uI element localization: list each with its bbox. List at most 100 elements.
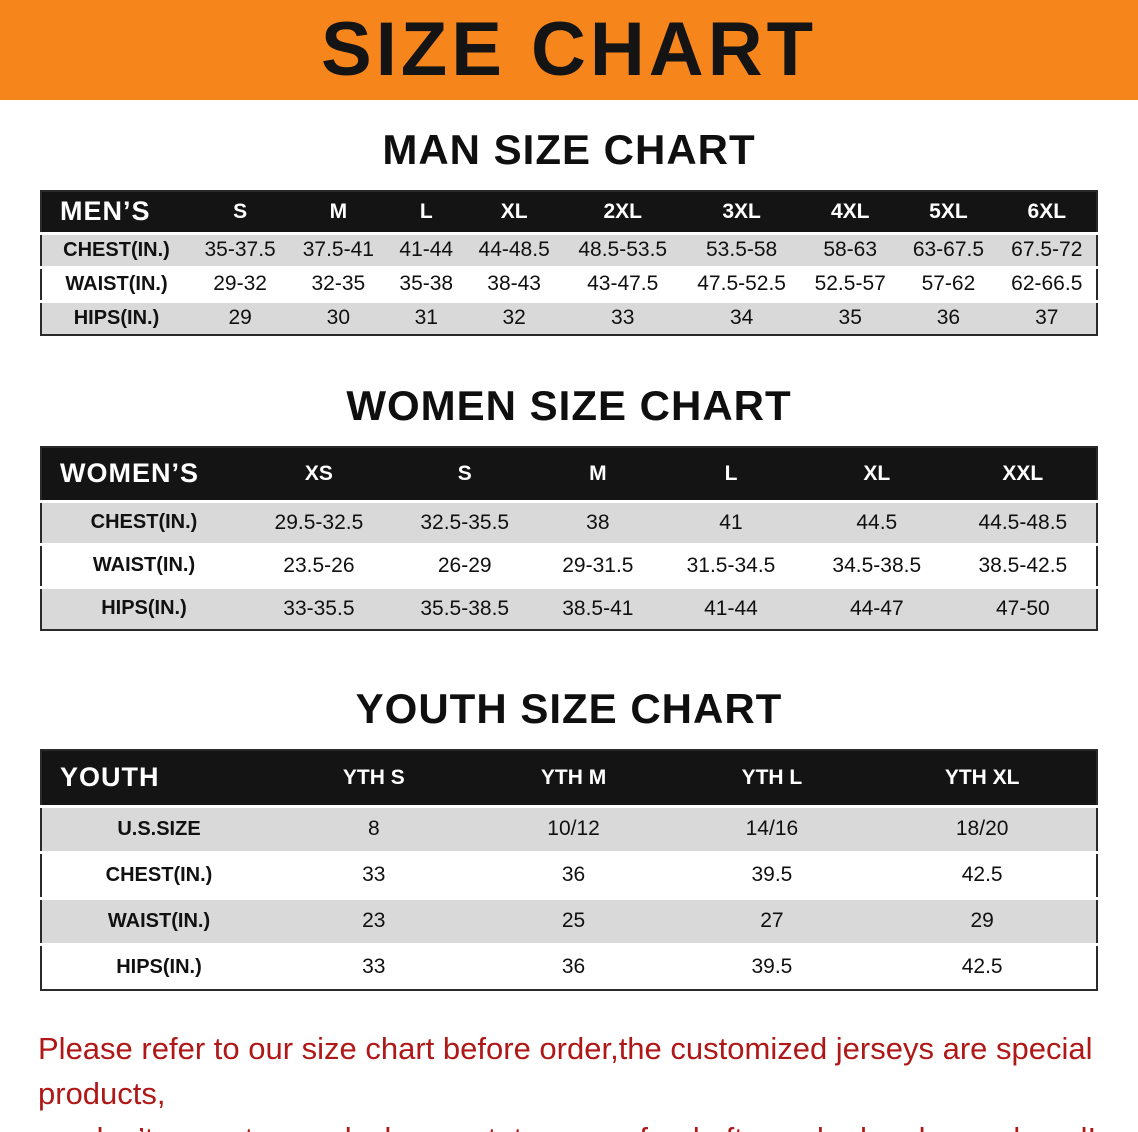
- table-row: CHEST(IN.) 35-37.5 37.5-41 41-44 44-48.5 48.5…: [41, 233, 1097, 267]
- table-cell: 8: [367, 817, 380, 840]
- header-row: WOMEN’S XS S M L XL XXL: [41, 447, 1097, 501]
- column-header: XS: [304, 461, 333, 485]
- table-cell: 38.5-41: [562, 596, 634, 620]
- table-cell: 37: [1035, 306, 1059, 330]
- table-cell: 39.5: [751, 863, 793, 886]
- table-row: HIPS(IN.) 29 30 31 32 33 34 35 36 37: [41, 301, 1097, 335]
- column-header: 6XL: [1027, 199, 1067, 223]
- table-cell: 36: [936, 306, 961, 330]
- column-header: YTH S: [342, 765, 405, 789]
- table-cell: 31.5-34.5: [686, 553, 776, 577]
- table-cell: 18/20: [955, 817, 1009, 840]
- row-label: CHEST(IN.): [63, 238, 170, 261]
- table-cell: 23: [362, 909, 386, 932]
- table-cell: 62-66.5: [1011, 272, 1083, 295]
- row-label: CHEST(IN.): [105, 863, 213, 886]
- page-title: SIZE CHART: [321, 7, 817, 92]
- column-header: 5XL: [929, 199, 968, 223]
- column-header: L: [419, 199, 433, 223]
- table-cell: 33: [362, 863, 386, 886]
- table-row: WAIST(IN.) 29-32 32-35 35-38 38-43 43-47.5 47.…: [41, 267, 1097, 301]
- table-cell: 35-37.5: [204, 238, 276, 261]
- table-row: HIPS(IN.) 33-35.5 35.5-38.5 38.5-41 41-44 44-…: [41, 587, 1097, 630]
- table-cell: 35: [838, 306, 862, 330]
- table-cell: 29: [228, 306, 252, 330]
- table-cell: 41: [719, 510, 743, 534]
- section-title-women: WOMEN SIZE CHART: [346, 382, 792, 429]
- row-label: WAIST(IN.): [92, 554, 196, 576]
- row-label: HIPS(IN.): [116, 955, 202, 978]
- table-cell: 33-35.5: [283, 596, 355, 620]
- table-cell: 30: [326, 306, 351, 330]
- column-header: YTH XL: [944, 765, 1020, 789]
- table-cell: 32-35: [311, 272, 366, 295]
- table-cell: 63-67.5: [912, 238, 985, 261]
- table-cell: 34.5-38.5: [832, 553, 922, 577]
- table-cell: 38.5-42.5: [978, 553, 1068, 577]
- table-cell: 57-62: [921, 272, 976, 295]
- column-header: S: [233, 199, 248, 223]
- table-cell: 33: [611, 306, 635, 330]
- size-section-women: WOMEN SIZE CHART WOMEN’S XS S M L XL XXL CHEST(I…: [0, 382, 1138, 631]
- table-cell: 38-43: [487, 272, 541, 295]
- table-cell: 48.5-53.5: [578, 238, 668, 261]
- row-label: HIPS(IN.): [73, 306, 160, 329]
- table-cell: 29-32: [213, 272, 267, 295]
- table-cell: 47.5-52.5: [697, 272, 786, 295]
- table-cell: 37.5-41: [302, 238, 374, 261]
- table-cell: 41-44: [399, 238, 454, 261]
- table-cell: 23.5-26: [283, 553, 355, 577]
- row-label: WAIST(IN.): [107, 909, 211, 932]
- column-header: M: [589, 461, 607, 485]
- table-row: WAIST(IN.) 23.5-26 26-29 29-31.5 31.5-34.5 34…: [41, 544, 1097, 587]
- disclaimer: Please refer to our size chart before or…: [0, 1027, 1138, 1132]
- table-cell: 36: [561, 955, 586, 979]
- table-cell: 43-47.5: [587, 272, 659, 295]
- table-cell: 32: [502, 306, 526, 330]
- table-cell: 38: [586, 510, 610, 534]
- youth-size-table: YOUTH YTH S YTH M YTH L YTH XL U.S.SIZE 8 10/12…: [40, 749, 1098, 991]
- sections: MAN SIZE CHART MEN’S S M L XL 2XL 3XL 4XL 5XL 6XL C…: [0, 126, 1138, 991]
- table-cell: 35-38: [399, 272, 454, 295]
- table-corner-label: WOMEN’S: [60, 458, 199, 489]
- table-cell: 47-50: [995, 596, 1050, 620]
- table-cell: 53.5-58: [706, 238, 778, 261]
- table-cell: 36: [561, 863, 586, 886]
- table-cell: 14/16: [745, 817, 799, 840]
- table-cell: 29-31.5: [562, 553, 634, 577]
- column-header: YTH M: [540, 765, 607, 789]
- column-header: XL: [500, 199, 528, 223]
- table-cell: 44-47: [849, 596, 904, 620]
- table-cell: 35.5-38.5: [420, 596, 510, 620]
- row-label: WAIST(IN.): [65, 272, 168, 295]
- table-cell: 52.5-57: [814, 272, 886, 295]
- size-section-youth: YOUTH SIZE CHART YOUTH YTH S YTH M YTH L YTH …: [0, 685, 1138, 991]
- table-row: HIPS(IN.) 33 36 39.5 42.5: [41, 944, 1097, 990]
- table-cell: 44.5-48.5: [978, 510, 1068, 534]
- column-header: 3XL: [722, 199, 761, 223]
- table-row: WAIST(IN.) 23 25 27 29: [41, 898, 1097, 944]
- table-row: CHEST(IN.) 33 36 39.5 42.5: [41, 852, 1097, 898]
- table-cell: 44.5: [856, 510, 898, 534]
- column-header: 2XL: [603, 199, 642, 223]
- table-corner-label: MEN’S: [60, 196, 151, 227]
- table-corner-label: YOUTH: [60, 762, 160, 793]
- table-cell: 41-44: [704, 596, 758, 620]
- table-cell: 27: [760, 909, 784, 932]
- table-cell: 25: [561, 909, 586, 932]
- table-cell: 10/12: [547, 817, 600, 840]
- banner: SIZE CHART: [0, 0, 1138, 100]
- table-cell: 58-63: [823, 238, 878, 261]
- table-cell: 26-29: [437, 553, 492, 577]
- column-header: L: [724, 461, 738, 485]
- column-header: M: [329, 199, 348, 223]
- row-label: HIPS(IN.): [101, 597, 187, 620]
- disclaimer-line-1: Please refer to our size chart before or…: [38, 1031, 1093, 1111]
- header-row: YOUTH YTH S YTH M YTH L YTH XL: [41, 750, 1097, 806]
- column-header: XXL: [1002, 461, 1044, 485]
- table-cell: 34: [729, 306, 754, 330]
- column-header: S: [457, 461, 472, 485]
- table-cell: 29: [970, 909, 994, 932]
- disclaimer-line-2: we don’t accept cancel, change, teturn o…: [38, 1117, 1100, 1132]
